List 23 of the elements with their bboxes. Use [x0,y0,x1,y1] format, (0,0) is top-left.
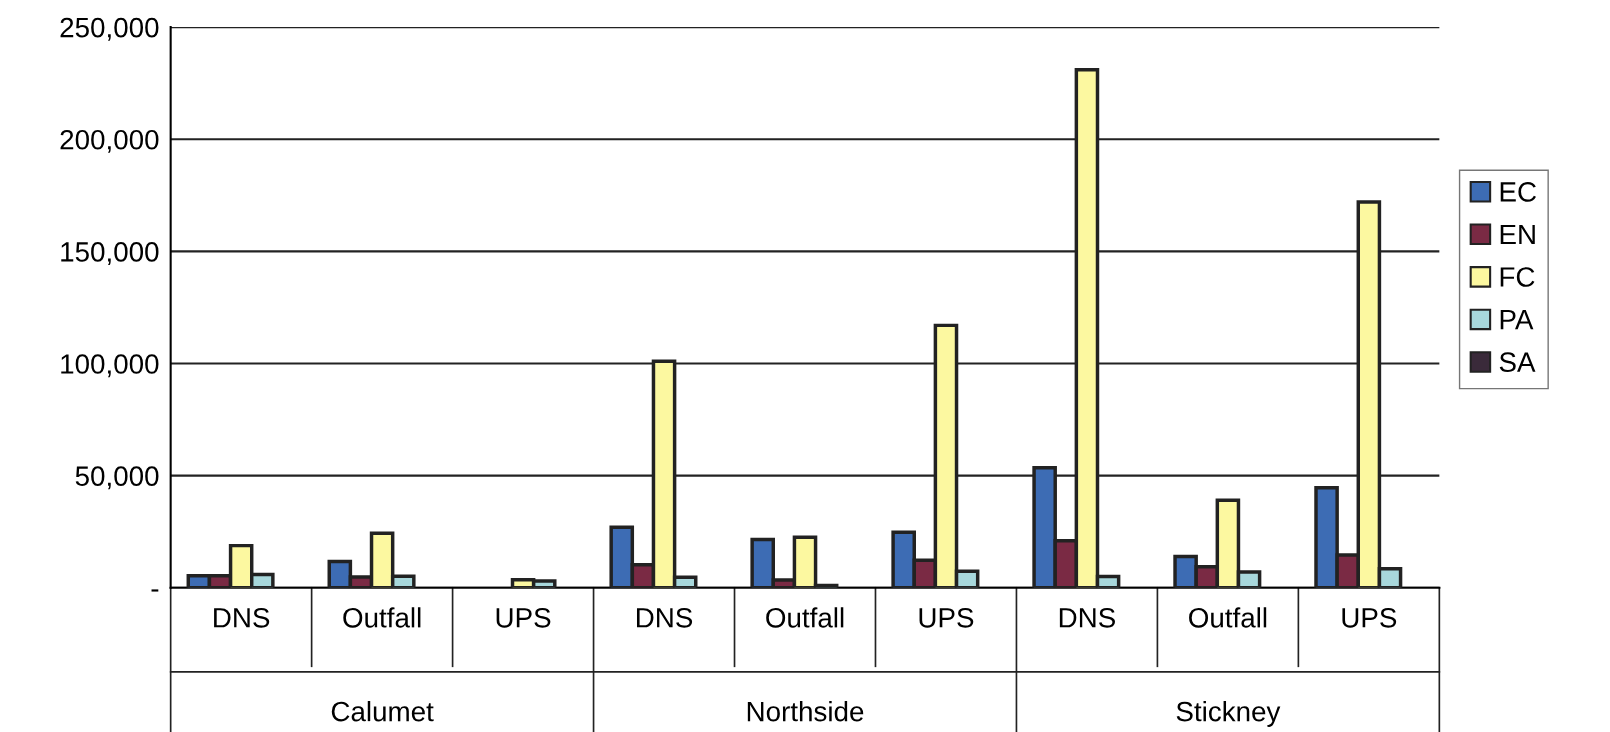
text: Northside [747,701,864,722]
text: Calumet [331,701,434,722]
x-tick-label: Outfall [766,607,844,628]
x-tick-label: DNS [214,607,270,628]
y-tick-label: 50,000 [75,466,159,490]
legend-label: EN [1500,224,1535,245]
x-tick-label: DNS [1059,607,1115,628]
y-tick-label: 100,000 [61,354,159,378]
legend-label: PA [1500,310,1534,330]
y-tick-label: 150,000 [61,242,159,265]
x-tick-label: UPS [1342,607,1397,628]
y-tick-label: - [151,589,159,592]
legend-label: EC [1500,182,1536,202]
legend-label: FC [1500,267,1535,287]
x-tick-label: UPS [496,607,551,628]
text: Stickney [1176,701,1281,727]
x-tick-label: Outfall [343,607,421,628]
legend-label: SA [1499,352,1536,372]
x-tick-label: Outfall [1189,607,1267,628]
y-tick-label: 200,000 [60,129,159,153]
y-tick-label: 250,000 [60,17,159,41]
x-tick-label: UPS [919,607,974,628]
x-tick-label: DNS [636,607,693,628]
